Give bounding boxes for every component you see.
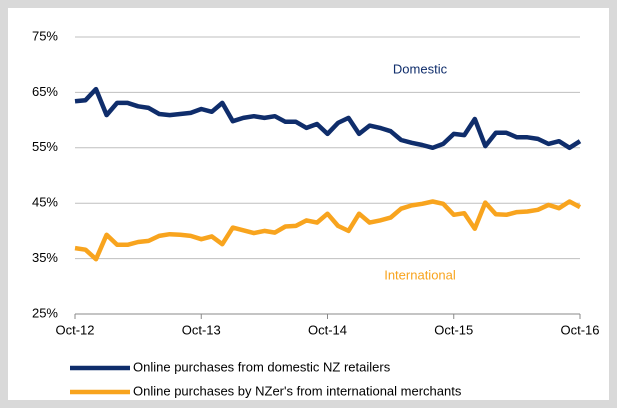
y-tick-label: 75%	[32, 28, 58, 43]
x-tick-label: Oct-13	[182, 322, 221, 337]
legend-label: Online purchases by NZer's from internat…	[133, 383, 462, 398]
x-tick-label: Oct-16	[560, 322, 599, 337]
x-tick-label: Oct-12	[55, 322, 94, 337]
chart-panel	[8, 8, 609, 400]
x-tick-label: Oct-14	[308, 322, 347, 337]
y-tick-label: 55%	[32, 139, 58, 154]
x-tick-label: Oct-15	[434, 322, 473, 337]
series-annotation: International	[384, 267, 456, 282]
y-tick-label: 25%	[32, 305, 58, 320]
series-line	[74, 86, 582, 151]
series-annotation: Domestic	[393, 61, 448, 76]
legend-label: Online purchases from domestic NZ retail…	[133, 359, 391, 374]
y-tick-label: 45%	[32, 195, 58, 210]
series-line	[74, 199, 582, 262]
y-tick-label: 65%	[32, 84, 58, 99]
y-tick-label: 35%	[32, 250, 58, 265]
